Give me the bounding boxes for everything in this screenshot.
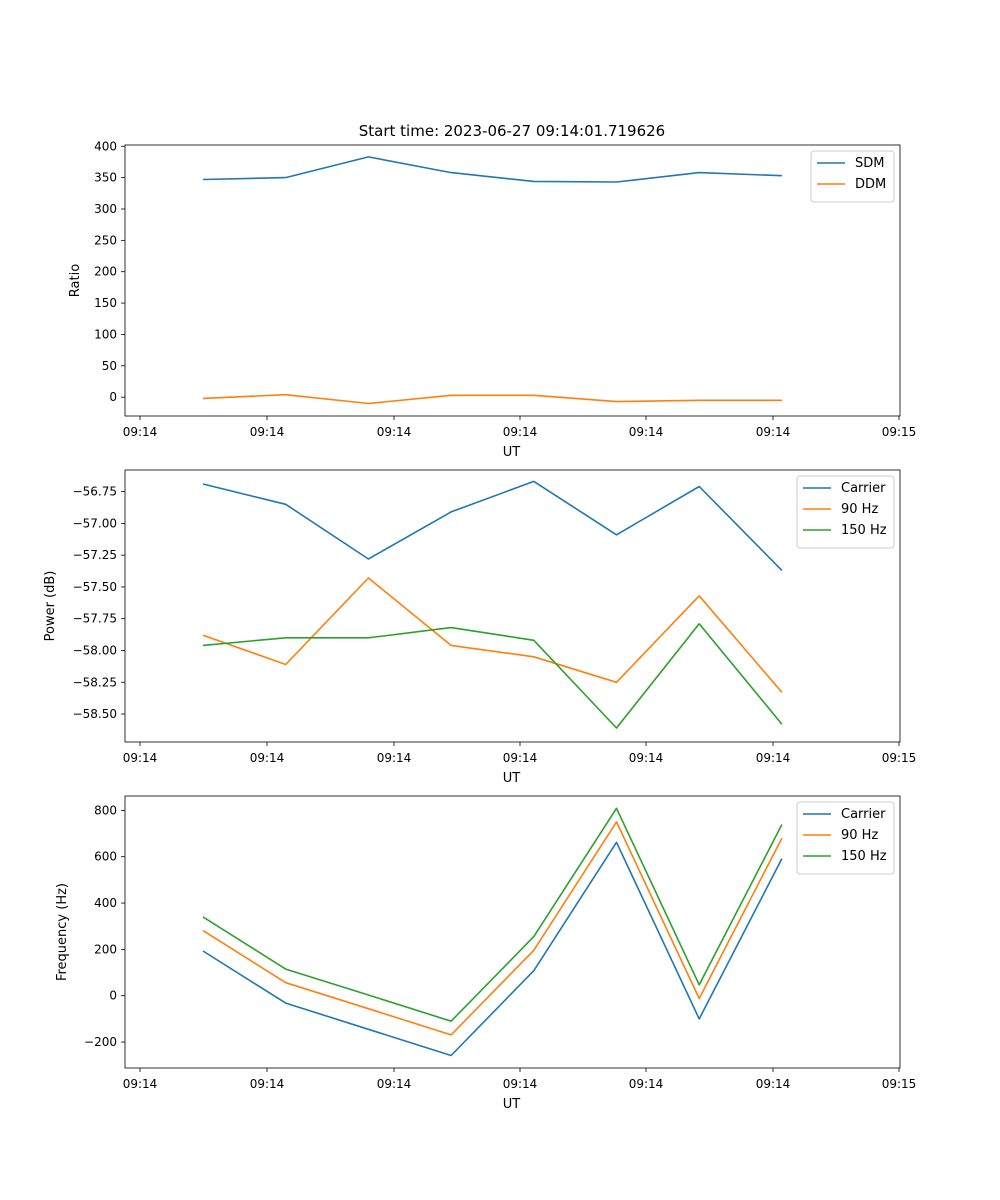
y-tick-label: 600	[94, 850, 117, 864]
x-axis-label: UT	[503, 445, 521, 460]
x-tick-label: 09:14	[250, 1077, 285, 1091]
x-tick-label: 09:14	[756, 1077, 791, 1091]
series-line-3	[202, 622, 783, 729]
y-tick-label: −57.25	[73, 548, 117, 562]
y-axis-label: Ratio	[68, 264, 83, 297]
y-axis-label: Power (dB)	[43, 571, 58, 642]
axes-frame	[124, 795, 901, 1069]
legend: Carrier 90 Hz 150 Hz	[796, 801, 895, 875]
legend-label: 150 Hz	[841, 523, 887, 538]
series-line-3	[202, 807, 783, 1023]
y-tick-label: 0	[109, 390, 117, 404]
series-line-1	[202, 841, 783, 1057]
y-tick-label: −58.00	[73, 643, 117, 657]
x-tick-label: 09:15	[882, 751, 917, 765]
y-tick-label: −57.00	[73, 516, 117, 530]
x-tick-label: 09:14	[377, 425, 412, 439]
x-tick-label: 09:14	[629, 751, 664, 765]
y-axis-label: Frequency (Hz)	[55, 883, 70, 981]
x-axis-label: UT	[503, 1097, 521, 1112]
y-tick-label: 250	[94, 233, 117, 247]
x-tick-label: 09:14	[123, 751, 158, 765]
chart-panel-1: 09:14 09:14 09:14 09:14 09:14 09:14 09:15 400 35…	[68, 139, 916, 460]
y-tick-label: −57.75	[73, 612, 117, 626]
y-tick-label: −200	[84, 1035, 117, 1049]
legend-label: Carrier	[841, 807, 886, 822]
legend-label: DDM	[855, 177, 886, 192]
x-tick-label: 09:14	[629, 425, 664, 439]
y-tick-label: 50	[102, 359, 117, 373]
x-tick-label: 09:14	[123, 1077, 158, 1091]
x-tick-label: 09:14	[250, 425, 285, 439]
legend-label: SDM	[855, 156, 884, 171]
y-tick-label: −57.50	[73, 580, 117, 594]
x-tick-label: 09:14	[377, 1077, 412, 1091]
y-tick-label: 200	[94, 265, 117, 279]
legend-label: Carrier	[841, 481, 886, 496]
axes-frame	[124, 144, 901, 417]
y-tick-label: 200	[94, 942, 117, 956]
series-line-2	[202, 577, 783, 693]
legend-label: 90 Hz	[841, 828, 878, 843]
y-tick-label: −58.50	[73, 707, 117, 721]
chart-panel-3: 09:14 09:14 09:14 09:14 09:14 09:14 09:15 800 60…	[55, 795, 917, 1112]
chart-panel-2: 09:14 09:14 09:14 09:14 09:14 09:14 09:15 −56.7…	[43, 469, 917, 786]
legend-label: 90 Hz	[841, 502, 878, 517]
x-tick-label: 09:14	[629, 1077, 664, 1091]
y-tick-label: 400	[94, 896, 117, 910]
x-tick-label: 09:14	[756, 751, 791, 765]
x-tick-label: 09:14	[503, 425, 538, 439]
legend: SDM DDM	[810, 150, 895, 203]
y-tick-label: −56.75	[73, 485, 117, 499]
series-line-2	[202, 821, 783, 1036]
y-tick-label: 0	[109, 989, 117, 1003]
y-tick-label: 100	[94, 327, 117, 341]
axes-frame	[124, 469, 901, 743]
x-tick-label: 09:14	[123, 425, 158, 439]
x-axis-label: UT	[503, 771, 521, 786]
x-tick-label: 09:15	[882, 425, 917, 439]
y-tick-label: 400	[94, 139, 117, 153]
x-tick-label: 09:14	[503, 751, 538, 765]
series-line-2	[202, 393, 782, 405]
y-tick-label: 300	[94, 202, 117, 216]
series-line-1	[202, 480, 783, 571]
figure-title: Start time: 2023-06-27 09:14:01.719626	[359, 122, 665, 140]
series-line-1	[202, 156, 782, 183]
axes-container: 09:14 09:14 09:14 09:14 09:14 09:14 09:15 400 35…	[43, 139, 916, 1112]
x-tick-label: 09:14	[250, 751, 285, 765]
x-tick-label: 09:15	[882, 1077, 917, 1091]
x-tick-label: 09:14	[756, 425, 791, 439]
legend: Carrier 90 Hz 150 Hz	[796, 475, 895, 549]
y-tick-label: 800	[94, 803, 117, 817]
x-tick-label: 09:14	[377, 751, 412, 765]
x-tick-label: 09:14	[503, 1077, 538, 1091]
legend-label: 150 Hz	[841, 849, 887, 864]
y-tick-label: −58.25	[73, 675, 117, 689]
y-tick-label: 350	[94, 171, 117, 185]
y-tick-label: 150	[94, 296, 117, 310]
